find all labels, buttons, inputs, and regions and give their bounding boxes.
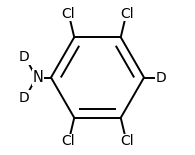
Text: D: D — [156, 71, 166, 84]
Text: Cl: Cl — [61, 7, 75, 21]
Text: N: N — [32, 70, 43, 85]
Text: D: D — [19, 91, 30, 105]
Text: Cl: Cl — [120, 134, 134, 148]
Text: Cl: Cl — [61, 134, 75, 148]
Text: D: D — [19, 50, 30, 64]
Text: Cl: Cl — [120, 7, 134, 21]
